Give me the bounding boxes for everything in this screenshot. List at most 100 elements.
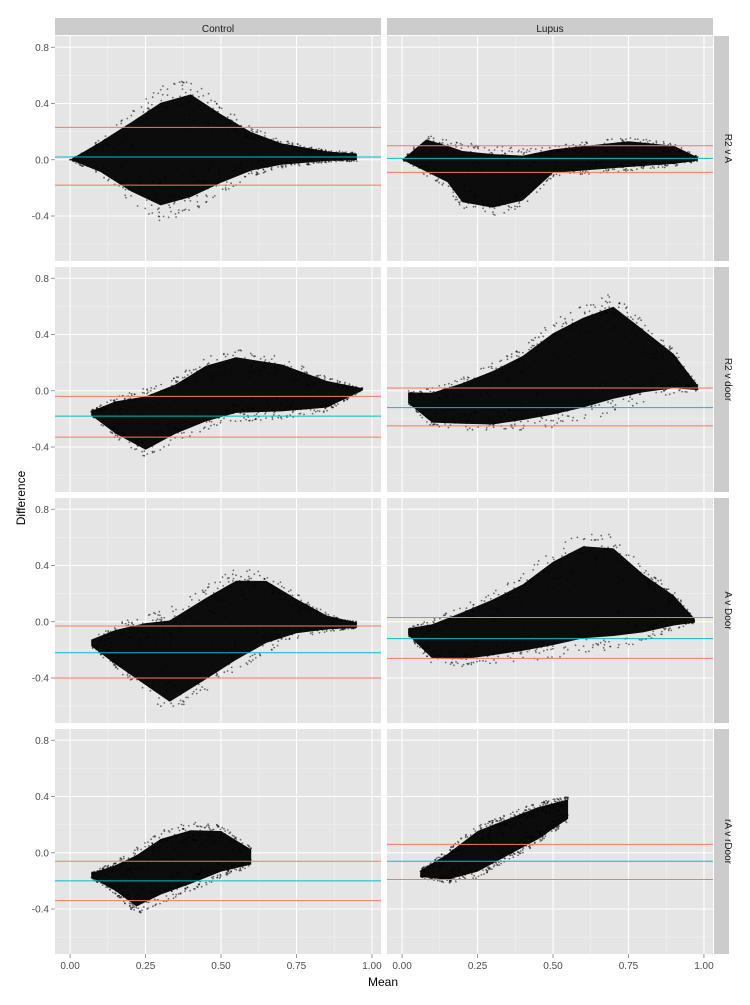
data-point (110, 410, 113, 412)
data-point (167, 898, 170, 900)
data-point (459, 193, 462, 196)
data-point (134, 852, 137, 855)
data-point (472, 840, 475, 843)
data-point (184, 208, 187, 211)
data-point (628, 585, 631, 587)
data-point (121, 673, 124, 676)
data-point (673, 158, 676, 161)
data-point (291, 144, 294, 147)
data-point (462, 663, 465, 666)
data-point (466, 654, 469, 657)
data-point (463, 185, 466, 187)
data-point (319, 374, 321, 377)
data-point (229, 831, 232, 834)
data-point (182, 838, 185, 841)
data-point (172, 377, 175, 380)
data-point (620, 620, 623, 623)
data-point (432, 140, 435, 143)
data-point (660, 385, 663, 387)
data-point (541, 801, 543, 804)
data-point (591, 573, 593, 575)
data-point (504, 152, 507, 155)
data-point (408, 635, 410, 638)
data-point (125, 437, 128, 440)
data-point (554, 162, 557, 165)
data-point (201, 185, 204, 188)
data-point (104, 865, 107, 867)
data-point (613, 325, 615, 328)
data-point (441, 138, 444, 141)
data-point (243, 413, 246, 415)
data-point (552, 621, 555, 623)
data-point (429, 624, 432, 627)
data-point (638, 380, 641, 383)
data-point (145, 124, 148, 127)
data-point (158, 182, 161, 185)
data-point (490, 840, 493, 843)
data-point (233, 646, 236, 649)
data-point (511, 362, 513, 365)
data-point (677, 622, 680, 624)
data-point (499, 360, 501, 363)
data-point (355, 621, 358, 623)
data-point (288, 367, 291, 370)
data-point (122, 884, 125, 887)
data-point (636, 333, 638, 335)
data-point (298, 606, 301, 609)
data-point (522, 153, 525, 156)
data-point (251, 172, 253, 175)
data-point (525, 151, 528, 154)
data-point (443, 392, 446, 394)
data-point (148, 637, 151, 640)
data-point (185, 369, 188, 372)
data-point (155, 624, 157, 626)
data-point (673, 592, 676, 594)
data-point (510, 206, 513, 209)
data-point (222, 363, 225, 366)
data-point (215, 823, 218, 826)
data-point (253, 355, 255, 358)
data-point (204, 426, 206, 429)
data-point (264, 137, 266, 140)
data-point (475, 377, 478, 380)
data-point (617, 610, 620, 612)
data-point (490, 365, 493, 368)
data-point (152, 92, 155, 94)
data-point (651, 165, 654, 168)
data-point (252, 372, 255, 374)
data-point (263, 367, 266, 370)
data-point (494, 638, 496, 641)
data-point (618, 393, 621, 396)
data-point (307, 609, 310, 611)
data-point (549, 812, 551, 815)
data-point (248, 407, 250, 410)
data-point (222, 864, 225, 867)
data-point (303, 377, 306, 380)
data-point (153, 397, 155, 400)
data-point (343, 627, 346, 629)
data-point (518, 202, 521, 205)
data-point (440, 169, 442, 172)
data-point (509, 820, 511, 823)
data-point (511, 854, 514, 857)
data-point (134, 673, 137, 676)
data-point (139, 645, 142, 647)
data-point (235, 118, 238, 121)
data-point (635, 321, 638, 324)
data-point (694, 381, 697, 384)
data-point (157, 614, 160, 616)
data-point (662, 354, 664, 356)
data-point (160, 833, 163, 835)
data-point (512, 427, 514, 430)
data-point (614, 562, 617, 565)
data-point (291, 596, 294, 599)
data-point (520, 371, 522, 373)
data-point (465, 206, 468, 209)
data-point (489, 423, 491, 426)
data-point (690, 614, 693, 617)
data-point (298, 630, 301, 633)
data-point (112, 177, 115, 180)
data-point (297, 378, 300, 381)
data-point (595, 161, 598, 164)
data-point (440, 853, 443, 856)
